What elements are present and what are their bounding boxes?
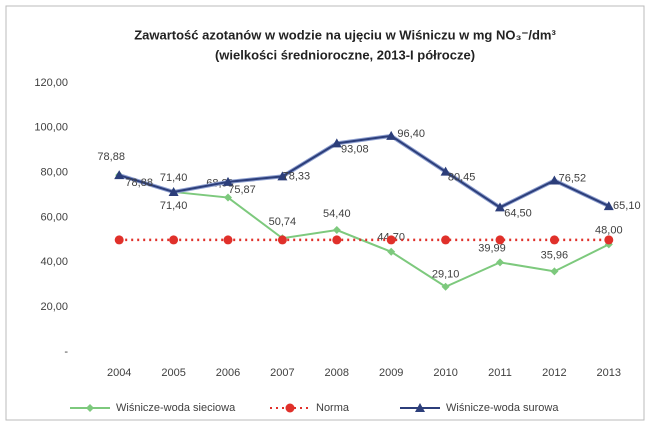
marker: [550, 267, 559, 276]
data-label: 78,88: [97, 151, 125, 163]
data-label: 29,10: [432, 269, 460, 281]
marker: [549, 235, 559, 245]
marker: [386, 235, 396, 245]
data-label: 76,52: [559, 172, 587, 184]
marker: [604, 235, 614, 245]
data-label: 48,00: [595, 224, 623, 236]
marker: [332, 226, 341, 235]
marker: [549, 175, 560, 185]
marker: [277, 171, 288, 181]
data-label: 35,96: [541, 249, 569, 261]
marker: [168, 186, 179, 196]
marker: [386, 130, 397, 140]
marker: [224, 193, 232, 202]
marker: [277, 235, 287, 245]
legend-label: Wiśnicze-woda sieciowa: [116, 402, 236, 414]
x-tick-label: 2007: [270, 367, 294, 379]
chart-title: Zawartość azotanów w wodzie na ujęciu w …: [134, 27, 556, 42]
y-tick-label: 80,00: [40, 167, 68, 179]
x-tick-label: 2008: [325, 367, 349, 379]
chart-border: [5, 5, 645, 421]
data-label: 78,88: [125, 177, 153, 189]
marker: [114, 235, 124, 245]
marker: [495, 235, 505, 245]
y-tick-label: 100,00: [34, 122, 68, 134]
marker: [387, 247, 396, 256]
x-tick-label: 2009: [379, 367, 403, 379]
data-label: 78,33: [283, 170, 311, 182]
y-tick-label: -: [64, 346, 68, 358]
data-label: 50,74: [269, 216, 297, 228]
data-label: 80,45: [448, 172, 476, 184]
x-tick-label: 2012: [542, 367, 566, 379]
data-label: 75,87: [228, 184, 256, 196]
y-tick-label: 20,00: [40, 301, 68, 313]
marker: [441, 235, 451, 245]
y-tick-label: 40,00: [40, 256, 68, 268]
marker: [169, 235, 179, 245]
marker: [223, 176, 233, 186]
marker: [114, 170, 125, 180]
chart-subtitle: (wielkości średnioroczne, 2013-I półrocz…: [215, 47, 475, 62]
marker: [441, 282, 450, 291]
marker: [332, 235, 342, 245]
data-label: 71,40: [160, 172, 188, 184]
legend-label: Norma: [316, 402, 350, 414]
data-label: 65,10: [613, 200, 641, 212]
y-tick-label: 120,00: [34, 77, 68, 89]
x-tick-label: 2013: [597, 367, 621, 379]
marker: [285, 403, 295, 413]
x-tick-label: 2005: [161, 367, 185, 379]
x-tick-label: 2004: [107, 367, 131, 379]
marker: [496, 258, 504, 267]
data-label: 93,08: [341, 143, 369, 155]
data-label: 71,40: [160, 200, 188, 212]
x-tick-label: 2010: [433, 367, 457, 379]
marker: [86, 404, 94, 412]
marker: [223, 235, 233, 245]
x-tick-label: 2006: [216, 367, 240, 379]
marker: [440, 166, 451, 176]
series-line: [118, 134, 610, 209]
data-label: 39,99: [478, 242, 506, 254]
x-tick-label: 2011: [488, 367, 512, 379]
marker: [415, 403, 425, 412]
data-label: 96,40: [397, 128, 425, 140]
marker: [603, 201, 614, 211]
legend-label: Wiśnicze-woda surowa: [446, 402, 559, 414]
data-label: 54,40: [323, 208, 351, 220]
marker: [495, 202, 505, 212]
data-label: 64,50: [504, 207, 532, 219]
series-line: [118, 174, 610, 288]
marker: [331, 138, 342, 148]
y-tick-label: 60,00: [40, 211, 68, 223]
